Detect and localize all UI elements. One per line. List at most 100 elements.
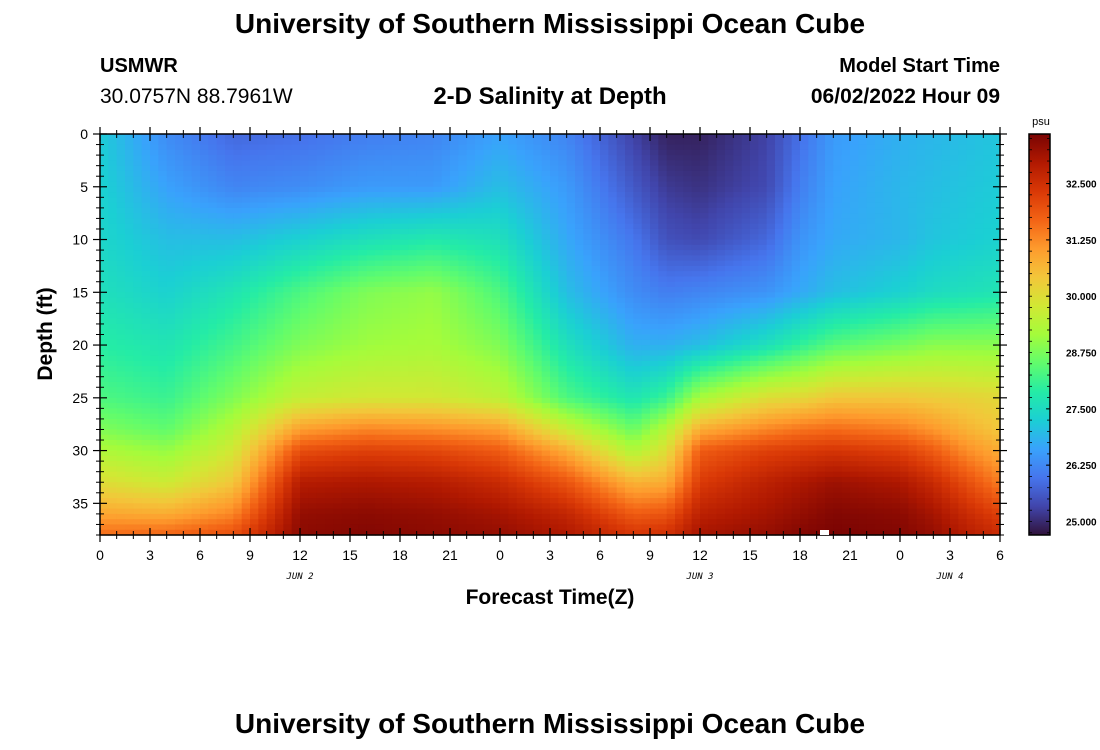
heatmap-cell [475, 134, 484, 140]
heatmap-cell [325, 139, 334, 146]
heatmap-cell [975, 360, 984, 367]
heatmap-cell [366, 318, 376, 325]
heatmap-cell [558, 318, 568, 325]
heatmap-cell [858, 134, 868, 140]
heatmap-cell [150, 192, 159, 198]
heatmap-cell [708, 366, 718, 373]
heatmap-cell [533, 234, 543, 241]
heatmap-cell [341, 139, 351, 146]
heatmap-cell [883, 165, 893, 172]
heatmap-cell [508, 202, 518, 209]
heatmap-cell [866, 228, 876, 235]
heatmap-cell [716, 213, 726, 220]
heatmap-cell [375, 197, 384, 204]
heatmap-cell [225, 318, 234, 325]
heatmap-cell [966, 239, 976, 246]
heatmap-cell [600, 244, 609, 251]
heatmap-cell [808, 155, 818, 161]
heatmap-cell [283, 323, 293, 330]
heatmap-cell [191, 176, 201, 183]
heatmap-cell [125, 302, 134, 309]
heatmap-cell [600, 271, 609, 278]
heatmap-cell [191, 271, 201, 278]
heatmap-cell [808, 239, 818, 246]
heatmap-cell [316, 271, 326, 278]
heatmap-cell [350, 302, 359, 309]
heatmap-cell [141, 165, 151, 172]
heatmap-cell [383, 139, 393, 146]
heatmap-cell [758, 265, 768, 272]
heatmap-cell [925, 287, 934, 293]
heatmap-cell [691, 176, 701, 183]
heatmap-cell [641, 223, 651, 230]
heatmap-cell [725, 139, 734, 146]
heatmap-cell [725, 250, 734, 256]
heatmap-cell [750, 313, 759, 320]
heatmap-cell [500, 244, 509, 251]
heatmap-cell [825, 223, 834, 230]
heatmap-cell [325, 192, 334, 198]
heatmap-cell [425, 260, 434, 267]
heatmap-cell [258, 197, 268, 204]
heatmap-cell [975, 339, 984, 346]
heatmap-cell [341, 250, 351, 256]
heatmap-cell [625, 181, 634, 188]
heatmap-cell [841, 228, 851, 235]
heatmap-cell [850, 265, 859, 272]
heatmap-cell [741, 360, 751, 367]
heatmap-cell [583, 234, 593, 241]
heatmap-cell [791, 313, 801, 320]
heatmap-cell [266, 329, 276, 336]
heatmap-cell [516, 160, 526, 167]
heatmap-cell [208, 239, 218, 246]
heatmap-cell [666, 281, 676, 288]
heatmap-cell [766, 244, 776, 251]
heatmap-cell [300, 287, 309, 293]
heatmap-cell [825, 170, 834, 177]
heatmap-cell [341, 292, 351, 299]
heatmap-cell [100, 197, 109, 204]
heatmap-cell [225, 181, 234, 188]
heatmap-cell [875, 276, 884, 283]
heatmap-cell [266, 207, 276, 214]
heatmap-cell [350, 297, 359, 304]
heatmap-cell [875, 149, 884, 156]
heatmap-cell [191, 281, 201, 288]
heatmap-cell [458, 155, 468, 161]
heatmap-cell [958, 202, 968, 209]
heatmap-cell [125, 165, 134, 172]
heatmap-cell [533, 255, 543, 262]
heatmap-cell [591, 323, 601, 330]
heatmap-cell [108, 202, 118, 209]
heatmap-cell [700, 292, 709, 299]
heatmap-cell [800, 186, 809, 193]
heatmap-cell [616, 160, 626, 167]
heatmap-cell [700, 134, 709, 140]
heatmap-cell [183, 134, 193, 140]
heatmap-cell [725, 192, 734, 198]
heatmap-cell [375, 313, 384, 320]
heatmap-cell [641, 334, 651, 341]
heatmap-cell [666, 265, 676, 272]
heatmap-cell [691, 276, 701, 283]
heatmap-cell [633, 170, 643, 177]
heatmap-cell [458, 181, 468, 188]
heatmap-cell [533, 239, 543, 246]
heatmap-cell [591, 149, 601, 156]
heatmap-cell [991, 345, 1001, 351]
heatmap-cell [266, 376, 276, 383]
heatmap-cell [558, 202, 568, 209]
heatmap-cell [358, 176, 368, 183]
heatmap-cell [683, 165, 693, 172]
heatmap-cell [508, 355, 518, 362]
heatmap-cell [133, 250, 143, 256]
heatmap-cell [125, 139, 134, 146]
heatmap-cell [550, 329, 559, 336]
heatmap-cell [991, 192, 1001, 198]
heatmap-cell [333, 360, 343, 367]
heatmap-cell [433, 360, 443, 367]
heatmap-cell [816, 276, 826, 283]
heatmap-cell [533, 207, 543, 214]
heatmap-cell [433, 371, 443, 378]
heatmap-cell [250, 308, 259, 314]
